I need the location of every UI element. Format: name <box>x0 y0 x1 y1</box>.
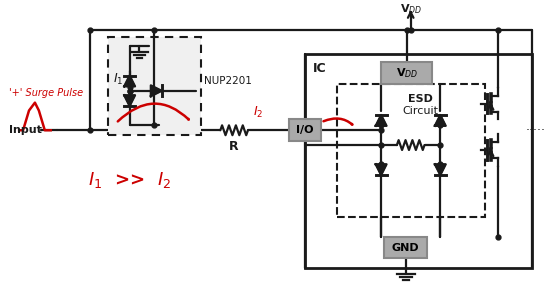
Text: '+' Surge Pulse: '+' Surge Pulse <box>9 88 84 98</box>
FancyArrowPatch shape <box>118 104 189 121</box>
Polygon shape <box>376 115 387 126</box>
Polygon shape <box>376 164 387 175</box>
Text: ESD: ESD <box>408 94 433 104</box>
Text: V$_{DD}$: V$_{DD}$ <box>395 66 418 80</box>
Polygon shape <box>124 75 135 86</box>
Text: Circuit: Circuit <box>403 105 438 116</box>
Text: R: R <box>229 140 239 153</box>
Text: IC: IC <box>313 62 327 75</box>
Bar <box>337 84 485 217</box>
Text: I/O: I/O <box>296 125 314 135</box>
Polygon shape <box>124 95 135 106</box>
Bar <box>305 54 532 268</box>
Text: $I_2$: $I_2$ <box>252 105 263 120</box>
Bar <box>108 37 201 135</box>
Polygon shape <box>435 164 446 175</box>
Text: $I_1$: $I_1$ <box>113 72 123 86</box>
Polygon shape <box>151 86 162 96</box>
FancyArrowPatch shape <box>323 119 353 125</box>
Text: GND: GND <box>392 243 420 253</box>
Bar <box>289 119 321 141</box>
Text: NUP2201: NUP2201 <box>204 76 251 86</box>
Bar <box>381 62 432 84</box>
Text: $I_1$  >>  $I_2$: $I_1$ >> $I_2$ <box>88 170 171 190</box>
Bar <box>384 237 427 258</box>
Text: V$_{DD}$: V$_{DD}$ <box>399 2 422 16</box>
Polygon shape <box>435 115 446 126</box>
Text: Input: Input <box>9 125 42 135</box>
Text: .....: ..... <box>526 120 546 133</box>
